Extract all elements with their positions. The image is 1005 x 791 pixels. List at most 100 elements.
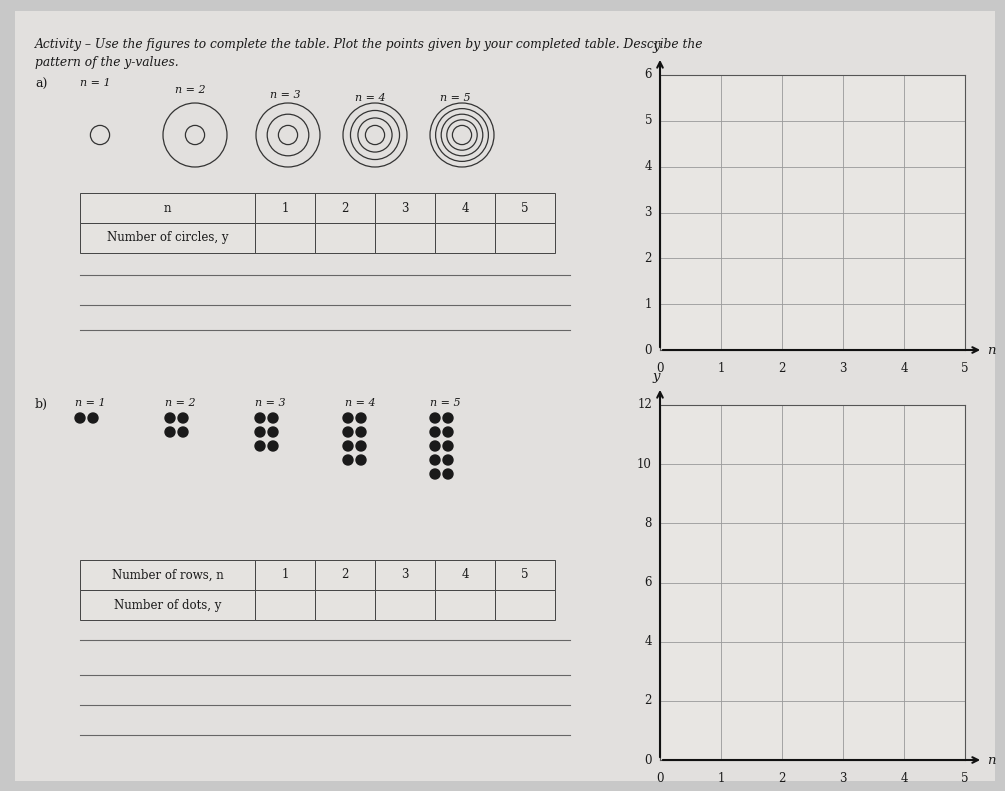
Bar [315, 223, 375, 253]
Text: 4: 4 [644, 635, 652, 648]
Text: n: n [987, 343, 996, 357]
Text: 8: 8 [644, 517, 652, 530]
Circle shape [255, 441, 265, 451]
Circle shape [268, 441, 278, 451]
Text: n: n [164, 202, 171, 214]
Bar [660, 405, 965, 760]
Text: 3: 3 [401, 569, 409, 581]
Bar [80, 223, 255, 253]
Text: n = 5: n = 5 [440, 93, 470, 103]
Text: 4: 4 [900, 772, 908, 785]
Text: n: n [987, 754, 996, 766]
Text: 4: 4 [644, 160, 652, 173]
Text: 0: 0 [656, 772, 663, 785]
Text: 0: 0 [644, 343, 652, 357]
Text: 2: 2 [342, 202, 349, 214]
Text: 1: 1 [644, 297, 652, 311]
Text: 2: 2 [778, 772, 786, 785]
Bar [315, 590, 375, 620]
Bar [375, 590, 435, 620]
Text: 4: 4 [461, 569, 468, 581]
Circle shape [430, 413, 440, 423]
Circle shape [343, 427, 353, 437]
Text: 3: 3 [401, 202, 409, 214]
Text: Number of rows, n: Number of rows, n [112, 569, 223, 581]
Circle shape [356, 455, 366, 465]
Bar [495, 590, 555, 620]
Text: 3: 3 [839, 362, 847, 375]
Text: 5: 5 [961, 362, 969, 375]
Circle shape [443, 413, 453, 423]
Circle shape [430, 455, 440, 465]
Circle shape [443, 455, 453, 465]
Text: 6: 6 [644, 69, 652, 81]
Circle shape [443, 441, 453, 451]
Bar [315, 560, 375, 590]
Bar [375, 193, 435, 223]
Text: 1: 1 [281, 202, 288, 214]
Text: n = 3: n = 3 [270, 90, 300, 100]
Text: pattern of the y-values.: pattern of the y-values. [35, 56, 179, 69]
Text: 2: 2 [342, 569, 349, 581]
Text: n = 5: n = 5 [430, 398, 460, 408]
Text: 5: 5 [961, 772, 969, 785]
Circle shape [356, 441, 366, 451]
Text: Number of dots, y: Number of dots, y [114, 599, 221, 611]
Circle shape [268, 427, 278, 437]
Circle shape [343, 441, 353, 451]
Bar [315, 193, 375, 223]
Text: n = 4: n = 4 [345, 398, 376, 408]
Bar [495, 193, 555, 223]
Circle shape [88, 413, 98, 423]
Bar [435, 560, 495, 590]
Bar [435, 193, 495, 223]
Circle shape [268, 413, 278, 423]
Text: 4: 4 [461, 202, 468, 214]
Text: 5: 5 [522, 569, 529, 581]
Text: a): a) [35, 78, 47, 91]
Bar [375, 560, 435, 590]
Circle shape [178, 427, 188, 437]
Text: 10: 10 [637, 458, 652, 471]
Text: 0: 0 [656, 362, 663, 375]
Bar [255, 223, 315, 253]
Bar [80, 590, 255, 620]
Circle shape [75, 413, 85, 423]
Bar [495, 223, 555, 253]
Circle shape [430, 427, 440, 437]
Text: 5: 5 [522, 202, 529, 214]
Text: n = 2: n = 2 [175, 85, 206, 95]
Bar [375, 223, 435, 253]
Bar [80, 560, 255, 590]
Text: Activity – Use the figures to complete the table. Plot the points given by your : Activity – Use the figures to complete t… [35, 38, 703, 51]
Circle shape [165, 413, 175, 423]
Text: n = 3: n = 3 [255, 398, 285, 408]
Text: y: y [652, 40, 659, 53]
Bar [255, 193, 315, 223]
Bar [660, 75, 965, 350]
Text: 12: 12 [637, 399, 652, 411]
Text: 1: 1 [718, 772, 725, 785]
Bar [435, 590, 495, 620]
Text: 4: 4 [900, 362, 908, 375]
Circle shape [443, 469, 453, 479]
Circle shape [443, 427, 453, 437]
Circle shape [343, 413, 353, 423]
Bar [435, 223, 495, 253]
Circle shape [255, 413, 265, 423]
Circle shape [178, 413, 188, 423]
Text: 3: 3 [839, 772, 847, 785]
Text: y: y [652, 370, 659, 383]
Circle shape [356, 413, 366, 423]
Circle shape [356, 427, 366, 437]
Text: n = 4: n = 4 [355, 93, 386, 103]
Text: 1: 1 [281, 569, 288, 581]
Text: n = 1: n = 1 [80, 78, 111, 88]
Text: 2: 2 [778, 362, 786, 375]
Text: 0: 0 [644, 754, 652, 766]
Circle shape [165, 427, 175, 437]
Circle shape [343, 455, 353, 465]
Circle shape [430, 469, 440, 479]
Bar [255, 590, 315, 620]
Text: 6: 6 [644, 576, 652, 589]
